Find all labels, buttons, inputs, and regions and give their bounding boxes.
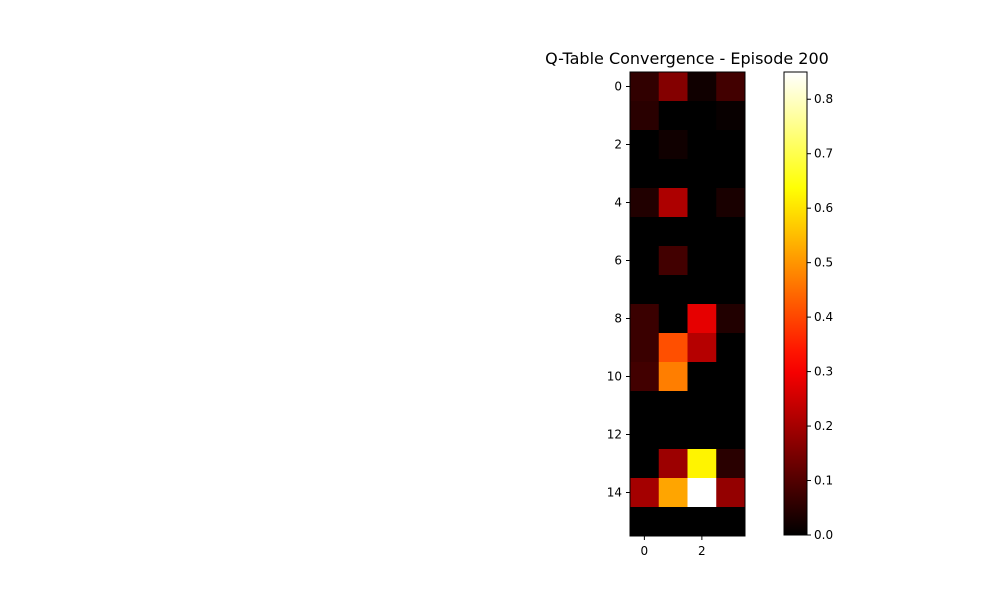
heatmap-cell [687,101,717,131]
y-tick-label: 10 [607,370,622,384]
heatmap-cell [630,449,660,479]
heatmap-cell [658,130,688,160]
colorbar [783,71,808,536]
heatmap-cell [630,246,660,276]
colorbar-tick-label: 0.2 [814,419,833,433]
heatmap-cell [658,478,688,508]
y-tick-label: 6 [614,254,622,268]
y-tick-label: 4 [614,196,622,210]
heatmap-cell [687,478,717,508]
heatmap-cell [658,101,688,131]
heatmap-cell [716,391,746,421]
heatmap-cell [687,130,717,160]
heatmap-cell [630,188,660,218]
heatmap-cell [687,188,717,218]
heatmap-cell [716,420,746,450]
y-tick-label: 12 [607,428,622,442]
colorbar-tick-label: 0.5 [814,256,833,270]
y-axis: 0 2 4 6 8 10 12 14 [607,80,630,500]
colorbar-tick-label: 0.3 [814,365,833,379]
heatmap-cell [687,362,717,392]
heatmap-cell [658,391,688,421]
heatmap-cell [630,275,660,305]
heatmap-frame [629,71,746,537]
heatmap-cell [687,449,717,479]
heatmap-cell [658,72,688,102]
heatmap-cell [716,159,746,189]
heatmap-cell [658,420,688,450]
heatmap-cell [630,478,660,508]
y-tick-label: 14 [607,486,622,500]
heatmap-cell [658,217,688,247]
heatmap-cell [630,333,660,363]
heatmap-cells [630,72,746,537]
colorbar-tick-label: 0.6 [814,201,833,215]
y-tick-label: 8 [614,312,622,326]
heatmap-cell [716,507,746,537]
heatmap-cell [687,304,717,334]
heatmap-cell [716,188,746,218]
y-tick-label: 0 [614,80,622,94]
heatmap-cell [716,130,746,160]
heatmap-cell [716,217,746,247]
heatmap-cell [687,420,717,450]
heatmap-cell [716,246,746,276]
heatmap-cell [687,391,717,421]
heatmap-cell [716,333,746,363]
heatmap-cell [658,188,688,218]
heatmap-cell [687,275,717,305]
x-tick-label: 2 [698,544,706,558]
heatmap-cell [716,275,746,305]
heatmap-cell [630,72,660,102]
colorbar-tick-label: 0.4 [814,310,833,324]
heatmap-cell [716,478,746,508]
heatmap-cell [716,449,746,479]
heatmap-cell [658,333,688,363]
colorbar-tick-label: 0.8 [814,92,833,106]
colorbar-axis: 0.0 0.1 0.2 0.3 0.4 0.5 0.6 0.7 0.8 [807,92,833,542]
heatmap-cell [630,101,660,131]
heatmap-cell [658,275,688,305]
heatmap-cell [630,391,660,421]
heatmap-cell [658,507,688,537]
heatmap-cell [658,304,688,334]
colorbar-tick-label: 0.7 [814,147,833,161]
colorbar-tick-label: 0.1 [814,474,833,488]
heatmap-cell [630,304,660,334]
heatmap-cell [687,72,717,102]
heatmap-cell [658,449,688,479]
heatmap-cell [687,333,717,363]
heatmap-cell [630,507,660,537]
heatmap-cell [716,304,746,334]
heatmap-cell [716,362,746,392]
heatmap-cell [716,101,746,131]
heatmap-cell [658,362,688,392]
heatmap-cell [658,246,688,276]
y-tick-label: 2 [614,138,622,152]
colorbar-tick-label: 0.0 [814,528,833,542]
chart-title: Q-Table Convergence - Episode 200 [545,49,829,68]
x-tick-label: 0 [641,544,649,558]
heatmap-cell [630,362,660,392]
heatmap-cell [687,507,717,537]
heatmap-cell [630,217,660,247]
heatmap-cell [687,217,717,247]
heatmap-cell [630,130,660,160]
heatmap-cell [630,420,660,450]
heatmap-cell [716,72,746,102]
heatmap-cell [630,159,660,189]
heatmap-cell [658,159,688,189]
heatmap-cell [687,246,717,276]
heatmap-cell [687,159,717,189]
